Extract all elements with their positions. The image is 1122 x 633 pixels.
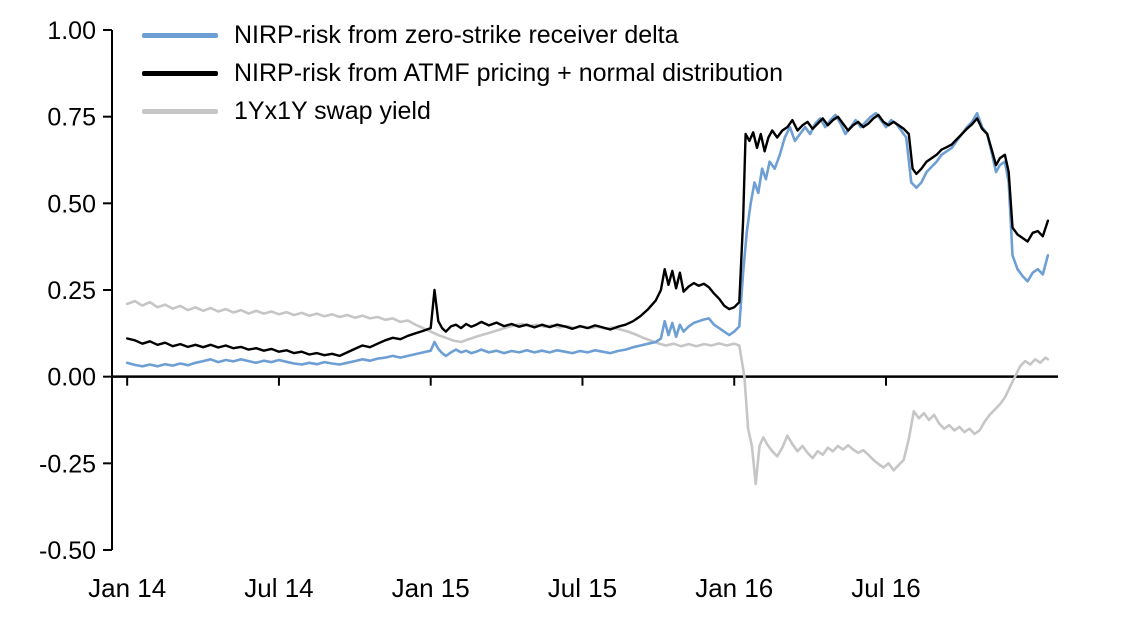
series-line-atmf xyxy=(125,113,1050,358)
x-tick-label: Jul 14 xyxy=(244,573,313,603)
x-tick-label: Jul 15 xyxy=(548,573,617,603)
y-tick-label: 0.25 xyxy=(47,277,96,305)
y-axis-ticks: 1.00 0.75 0.50 0.25 0.00 -0.25 -0.50 xyxy=(39,17,112,565)
x-tick-label: Jul 16 xyxy=(851,573,920,603)
chart-legend: NIRP-risk from zero-strike receiver delt… xyxy=(142,16,783,130)
legend-label: 1Yx1Y swap yield xyxy=(234,96,431,125)
legend-label: NIRP-risk from zero-strike receiver delt… xyxy=(234,20,679,49)
x-tick-label: Jan 16 xyxy=(695,573,773,603)
legend-swatch-gray-line xyxy=(142,108,218,114)
x-axis-ticks: Jan 14 Jul 14 Jan 15 Jul 15 Jan 16 Jul 16 xyxy=(88,376,921,603)
y-tick-label: -0.50 xyxy=(39,537,96,565)
y-tick-label: -0.25 xyxy=(39,450,96,478)
legend-swatch-blue-line xyxy=(142,32,218,38)
legend-item-swap-yield: 1Yx1Y swap yield xyxy=(142,92,783,130)
x-tick-label: Jan 15 xyxy=(392,573,470,603)
series-line-swap-yield xyxy=(125,299,1050,486)
legend-item-receiver-delta: NIRP-risk from zero-strike receiver delt… xyxy=(142,16,783,54)
series-line-receiver-delta xyxy=(125,111,1050,368)
legend-label: NIRP-risk from ATMF pricing + normal dis… xyxy=(234,58,783,87)
y-tick-label: 0.50 xyxy=(47,190,96,218)
y-tick-label: 0.75 xyxy=(47,104,96,132)
x-tick-label: Jan 14 xyxy=(88,573,166,603)
legend-swatch-black-line xyxy=(142,70,218,76)
y-tick-label: 1.00 xyxy=(47,17,96,45)
legend-item-atmf-pricing: NIRP-risk from ATMF pricing + normal dis… xyxy=(142,54,783,92)
y-tick-label: 0.00 xyxy=(47,364,96,392)
